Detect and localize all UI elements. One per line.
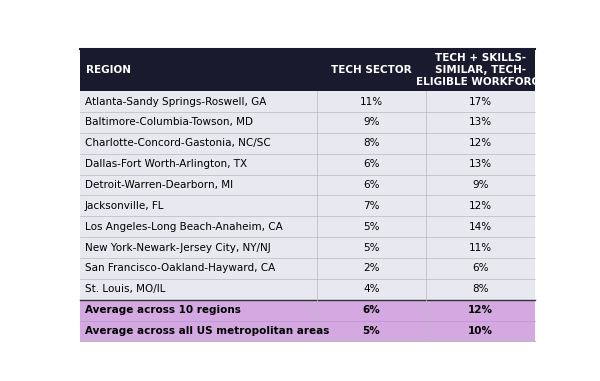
Text: 14%: 14% xyxy=(469,222,492,232)
Text: Los Angeles-Long Beach-Anaheim, CA: Los Angeles-Long Beach-Anaheim, CA xyxy=(85,222,283,232)
Bar xyxy=(426,174,535,195)
Text: 12%: 12% xyxy=(469,201,492,211)
Bar xyxy=(80,300,317,320)
Text: Average across all US metropolitan areas: Average across all US metropolitan areas xyxy=(85,326,329,336)
Bar xyxy=(426,258,535,279)
Text: Atlanta-Sandy Springs-Roswell, GA: Atlanta-Sandy Springs-Roswell, GA xyxy=(85,97,266,107)
Text: TECH + SKILLS-
SIMILAR, TECH-
ELIGIBLE WORKFORCE: TECH + SKILLS- SIMILAR, TECH- ELIGIBLE W… xyxy=(416,53,546,87)
Text: Jacksonville, FL: Jacksonville, FL xyxy=(85,201,164,211)
Bar xyxy=(80,237,317,258)
Text: Average across 10 regions: Average across 10 regions xyxy=(85,305,241,315)
Text: TECH SECTOR: TECH SECTOR xyxy=(331,65,412,75)
Bar xyxy=(317,49,426,91)
Text: 6%: 6% xyxy=(363,180,380,190)
Text: 11%: 11% xyxy=(360,97,383,107)
Bar xyxy=(80,91,317,112)
Text: 4%: 4% xyxy=(363,284,380,294)
Bar xyxy=(426,49,535,91)
Text: 8%: 8% xyxy=(363,138,380,148)
Text: Baltimore-Columbia-Towson, MD: Baltimore-Columbia-Towson, MD xyxy=(85,117,253,128)
Text: 5%: 5% xyxy=(363,243,380,253)
Bar xyxy=(426,216,535,237)
Bar xyxy=(426,195,535,216)
Bar xyxy=(317,216,426,237)
Bar xyxy=(80,320,317,341)
Bar xyxy=(317,154,426,174)
Bar xyxy=(317,258,426,279)
Text: 9%: 9% xyxy=(472,180,489,190)
Bar xyxy=(80,133,317,154)
Bar xyxy=(426,300,535,320)
Bar xyxy=(426,133,535,154)
Bar xyxy=(317,279,426,300)
Bar xyxy=(317,237,426,258)
Bar xyxy=(80,258,317,279)
Bar xyxy=(426,112,535,133)
Text: 17%: 17% xyxy=(469,97,492,107)
Text: 12%: 12% xyxy=(468,305,493,315)
Text: 10%: 10% xyxy=(468,326,493,336)
Text: 9%: 9% xyxy=(363,117,380,128)
Text: REGION: REGION xyxy=(86,65,131,75)
Text: 6%: 6% xyxy=(363,159,380,169)
Bar xyxy=(426,237,535,258)
Text: 12%: 12% xyxy=(469,138,492,148)
Text: 2%: 2% xyxy=(363,263,380,274)
Text: Charlotte-Concord-Gastonia, NC/SC: Charlotte-Concord-Gastonia, NC/SC xyxy=(85,138,271,148)
Text: St. Louis, MO/IL: St. Louis, MO/IL xyxy=(85,284,165,294)
Text: 6%: 6% xyxy=(472,263,489,274)
Text: 5%: 5% xyxy=(362,326,380,336)
Bar xyxy=(80,216,317,237)
Bar xyxy=(426,154,535,174)
Bar xyxy=(80,174,317,195)
Bar xyxy=(317,195,426,216)
Bar xyxy=(317,133,426,154)
Text: 7%: 7% xyxy=(363,201,380,211)
Bar xyxy=(426,320,535,341)
Bar xyxy=(426,279,535,300)
Bar xyxy=(317,112,426,133)
Text: 13%: 13% xyxy=(469,159,492,169)
Text: New York-Newark-Jersey City, NY/NJ: New York-Newark-Jersey City, NY/NJ xyxy=(85,243,271,253)
Text: Detroit-Warren-Dearborn, MI: Detroit-Warren-Dearborn, MI xyxy=(85,180,233,190)
Bar xyxy=(317,174,426,195)
Bar xyxy=(80,49,317,91)
Bar xyxy=(80,154,317,174)
Text: Dallas-Fort Worth-Arlington, TX: Dallas-Fort Worth-Arlington, TX xyxy=(85,159,247,169)
Bar xyxy=(80,195,317,216)
Bar xyxy=(80,279,317,300)
Bar xyxy=(317,300,426,320)
Bar xyxy=(317,91,426,112)
Text: 5%: 5% xyxy=(363,222,380,232)
Text: 11%: 11% xyxy=(469,243,492,253)
Text: 8%: 8% xyxy=(472,284,489,294)
Bar xyxy=(317,320,426,341)
Bar xyxy=(80,112,317,133)
Text: 13%: 13% xyxy=(469,117,492,128)
Text: San Francisco-Oakland-Hayward, CA: San Francisco-Oakland-Hayward, CA xyxy=(85,263,275,274)
Bar xyxy=(426,91,535,112)
Text: 6%: 6% xyxy=(362,305,380,315)
